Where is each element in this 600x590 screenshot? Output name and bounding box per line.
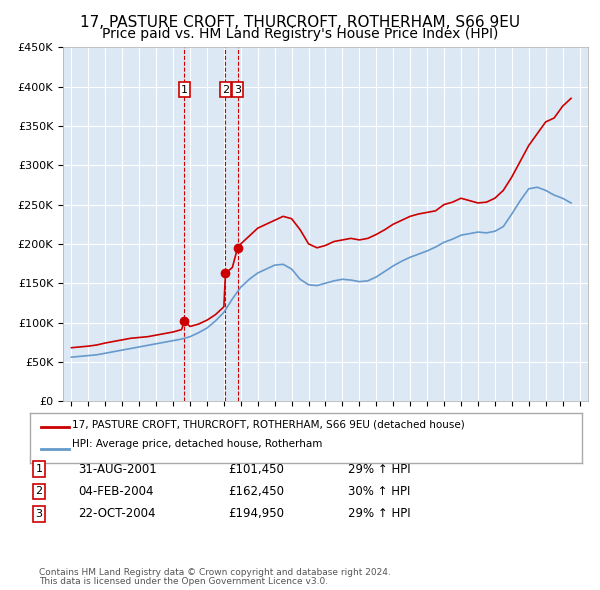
Text: 3: 3 <box>234 85 241 94</box>
Text: 2: 2 <box>35 487 43 496</box>
Text: HPI: Average price, detached house, Rotherham: HPI: Average price, detached house, Roth… <box>72 439 322 448</box>
Text: £162,450: £162,450 <box>228 485 284 498</box>
Text: This data is licensed under the Open Government Licence v3.0.: This data is licensed under the Open Gov… <box>39 577 328 586</box>
Text: 29% ↑ HPI: 29% ↑ HPI <box>348 463 410 476</box>
Text: 17, PASTURE CROFT, THURCROFT, ROTHERHAM, S66 9EU (detached house): 17, PASTURE CROFT, THURCROFT, ROTHERHAM,… <box>72 420 465 430</box>
Text: 22-OCT-2004: 22-OCT-2004 <box>78 507 155 520</box>
Text: 3: 3 <box>35 509 43 519</box>
Text: 04-FEB-2004: 04-FEB-2004 <box>78 485 154 498</box>
Text: Contains HM Land Registry data © Crown copyright and database right 2024.: Contains HM Land Registry data © Crown c… <box>39 568 391 577</box>
Text: 29% ↑ HPI: 29% ↑ HPI <box>348 507 410 520</box>
Text: Price paid vs. HM Land Registry's House Price Index (HPI): Price paid vs. HM Land Registry's House … <box>102 27 498 41</box>
Text: £194,950: £194,950 <box>228 507 284 520</box>
Text: 30% ↑ HPI: 30% ↑ HPI <box>348 485 410 498</box>
Text: 31-AUG-2001: 31-AUG-2001 <box>78 463 157 476</box>
Text: 1: 1 <box>181 85 188 94</box>
Text: £101,450: £101,450 <box>228 463 284 476</box>
Text: 2: 2 <box>222 85 229 94</box>
Text: 17, PASTURE CROFT, THURCROFT, ROTHERHAM, S66 9EU: 17, PASTURE CROFT, THURCROFT, ROTHERHAM,… <box>80 15 520 30</box>
Text: 1: 1 <box>35 464 43 474</box>
